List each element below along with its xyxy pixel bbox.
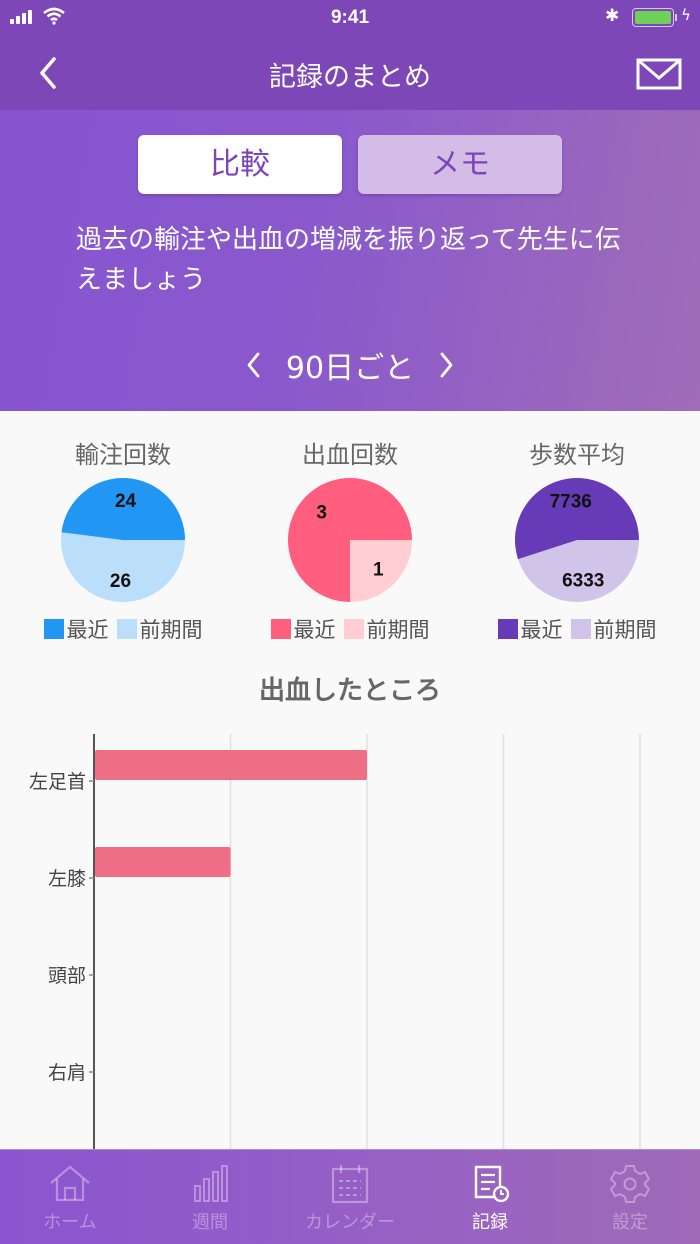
tab-calendar[interactable]: カレンダー bbox=[280, 1150, 420, 1244]
signal-icon bbox=[10, 10, 32, 24]
tab-label: 設定 bbox=[612, 1212, 648, 1233]
svg-text:左足首: 左足首 bbox=[29, 771, 86, 793]
wifi-icon bbox=[43, 7, 65, 25]
pie-chart: 7736 6333 bbox=[515, 478, 639, 602]
bleeding-location-chart: 左足首左膝頭部右肩 bbox=[0, 730, 700, 1150]
battery-icon bbox=[632, 8, 674, 27]
charging-icon: ϟ bbox=[681, 6, 691, 24]
nav-bar: 記録のまとめ bbox=[0, 36, 700, 110]
legend-label-previous: 前期間 bbox=[366, 618, 430, 642]
pie-legend: 最近 前期間 bbox=[8, 614, 238, 644]
legend-label-previous: 前期間 bbox=[139, 618, 203, 642]
legend-swatch-previous bbox=[570, 619, 591, 639]
top-bar: 9:41 ✱ ϟ 記録のまとめ bbox=[0, 0, 700, 110]
legend-swatch-recent bbox=[43, 619, 64, 639]
tab-home[interactable]: ホーム bbox=[0, 1150, 140, 1244]
legend-swatch-previous bbox=[116, 619, 137, 639]
svg-text:26: 26 bbox=[110, 571, 131, 592]
svg-text:6333: 6333 bbox=[562, 571, 604, 592]
tab-bar: ホーム 週間 カレンダー bbox=[0, 1149, 700, 1244]
home-icon bbox=[50, 1165, 90, 1202]
svg-text:右肩: 右肩 bbox=[48, 1062, 86, 1084]
pie-title: 輸注回数 bbox=[75, 441, 171, 469]
memo-tab[interactable]: メモ bbox=[358, 135, 562, 194]
description-text: 過去の輸注や出血の増減を振り返って先生に伝えましょう bbox=[76, 225, 621, 295]
tab-label: 記録 bbox=[472, 1212, 508, 1233]
legend-label-recent: 最近 bbox=[66, 618, 109, 642]
next-period-icon[interactable] bbox=[436, 349, 456, 381]
status-bar: 9:41 ✱ ϟ bbox=[0, 0, 700, 36]
gear-icon bbox=[610, 1165, 650, 1203]
pie-legend: 最近 前期間 bbox=[235, 614, 465, 644]
svg-text:頭部: 頭部 bbox=[48, 965, 86, 987]
svg-text:左膝: 左膝 bbox=[48, 868, 86, 890]
tab-label: ホーム bbox=[43, 1212, 97, 1233]
prev-period-icon[interactable] bbox=[244, 349, 264, 381]
pie-chart: 24 26 bbox=[61, 477, 185, 602]
tab-weekly[interactable]: 週間 bbox=[140, 1150, 280, 1244]
legend-label-recent: 最近 bbox=[520, 618, 563, 642]
pie-title: 歩数平均 bbox=[529, 441, 625, 469]
legend-label-recent: 最近 bbox=[293, 618, 336, 642]
summary-header: 比較 メモ 過去の輸注や出血の増減を振り返って先生に伝えましょう 90日ごと bbox=[0, 110, 700, 411]
page-title: 記録のまとめ bbox=[269, 62, 431, 93]
tab-label: 週間 bbox=[192, 1212, 228, 1233]
svg-text:7736: 7736 bbox=[550, 491, 592, 512]
back-chevron-icon[interactable] bbox=[34, 55, 64, 91]
period-label: 90日ごと bbox=[285, 351, 415, 386]
bar-chart-title: 出血したところ bbox=[258, 676, 441, 706]
tab-record[interactable]: 記録 bbox=[420, 1150, 560, 1244]
legend-label-previous: 前期間 bbox=[593, 618, 657, 642]
record-clock-icon bbox=[474, 1165, 510, 1203]
legend-swatch-recent bbox=[497, 619, 518, 639]
period-selector: 90日ごと bbox=[0, 343, 700, 387]
mail-icon[interactable] bbox=[636, 58, 682, 90]
compare-tab[interactable]: 比較 bbox=[138, 135, 342, 194]
svg-text:1: 1 bbox=[373, 559, 384, 580]
tab-label: カレンダー bbox=[305, 1212, 395, 1233]
tab-settings[interactable]: 設定 bbox=[560, 1150, 700, 1244]
pie-legend: 最近 前期間 bbox=[462, 614, 692, 644]
pie-steps: 歩数平均 7736 6333 最近 前期間 bbox=[462, 411, 692, 656]
pie-infusion: 輸注回数 24 26 最近 前期間 bbox=[8, 411, 238, 656]
status-time: 9:41 bbox=[330, 7, 370, 28]
svg-text:24: 24 bbox=[115, 491, 137, 512]
bar-chart-icon bbox=[194, 1165, 228, 1202]
svg-text:3: 3 bbox=[316, 503, 327, 524]
legend-swatch-recent bbox=[270, 619, 291, 639]
bluetooth-icon: ✱ bbox=[605, 6, 620, 26]
pie-chart: 31 bbox=[288, 478, 412, 602]
battery-tip bbox=[675, 14, 677, 21]
calendar-icon bbox=[331, 1165, 369, 1204]
legend-swatch-previous bbox=[343, 619, 364, 639]
pie-title: 出血回数 bbox=[302, 441, 398, 469]
